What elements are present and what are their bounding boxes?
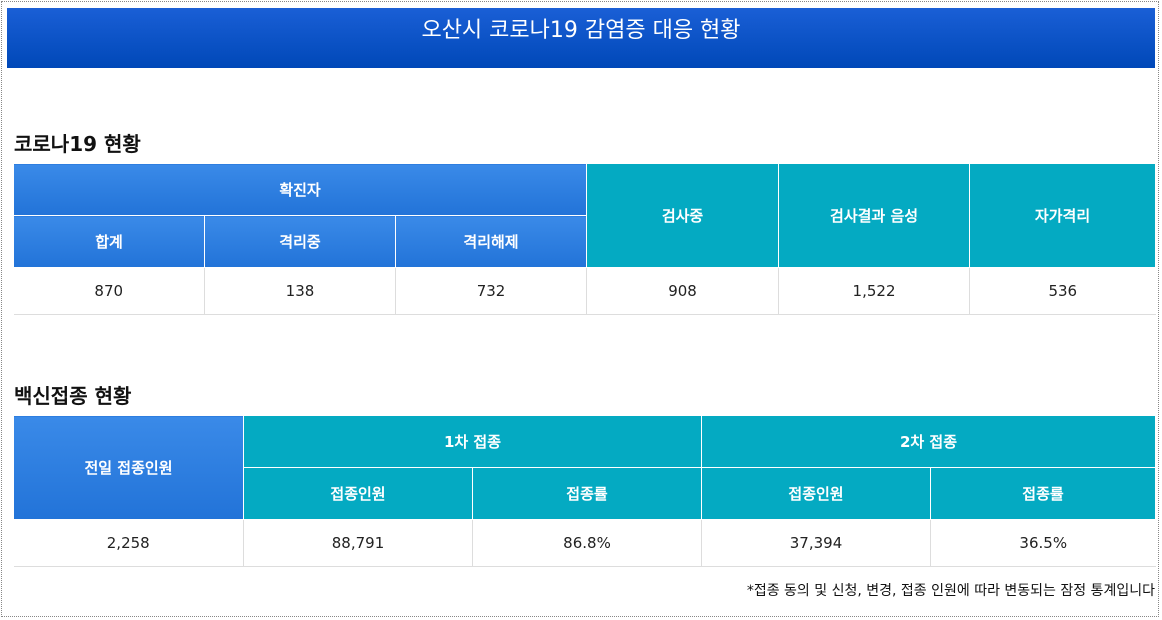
data-cell: 86.8% [472, 519, 702, 567]
data-cell: 732 [395, 267, 588, 315]
header-cell: 접종률 [930, 467, 1156, 520]
vaccine-table: 전일 접종인원 1차 접종 2차 접종 접종인원 접종률 접종인원 접종률 2,… [13, 415, 1156, 567]
data-cell: 536 [969, 267, 1156, 315]
header-cell: 격리중 [204, 215, 396, 268]
data-cell: 908 [586, 267, 780, 315]
data-cell: 1,522 [778, 267, 971, 315]
section-title: 백신접종 현황 [14, 384, 132, 408]
header-cell: 자가격리 [969, 163, 1157, 268]
header-cell: 전일 접종인원 [13, 415, 244, 520]
data-cell: 88,791 [243, 519, 473, 567]
data-row: 2,258 88,791 86.8% 37,394 36.5% [13, 519, 1156, 567]
data-cell: 37,394 [701, 519, 931, 567]
covid-table: 확진자 검사중 검사결과 음성 자가격리 합계 격리중 격리해제 870 138 7… [12, 163, 1157, 315]
header-cell: 1차 접종 [243, 415, 702, 468]
header-cell: 격리해제 [394, 215, 588, 268]
header-cell: 합계 [13, 215, 205, 268]
data-cell: 870 [13, 267, 205, 315]
header-cell: 접종률 [472, 467, 702, 520]
footnote-box: *접종 동의 및 신청, 변경, 접종 인원에 따라 변동되는 잠정 통계입니다 [500, 580, 1155, 600]
data-cell: 2,258 [13, 519, 244, 567]
header-cell: 접종인원 [701, 467, 931, 520]
data-cell: 138 [204, 267, 396, 315]
data-cell: 36.5% [930, 519, 1156, 567]
data-row: 870 138 732 908 1,522 536 [13, 267, 1156, 315]
header-cell: 확진자 [12, 163, 588, 216]
header-cell: 2차 접종 [701, 415, 1156, 468]
header-cell: 검사중 [586, 163, 780, 268]
page-title: 오산시 코로나19 감염증 대응 현황 [7, 8, 1155, 68]
header-cell: 접종인원 [243, 467, 473, 520]
section-title: 코로나19 현황 [14, 132, 141, 156]
footnote: *접종 동의 및 신청, 변경, 접종 인원에 따라 변동되는 잠정 통계입니다 [746, 583, 1155, 599]
header-cell: 검사결과 음성 [778, 163, 971, 268]
